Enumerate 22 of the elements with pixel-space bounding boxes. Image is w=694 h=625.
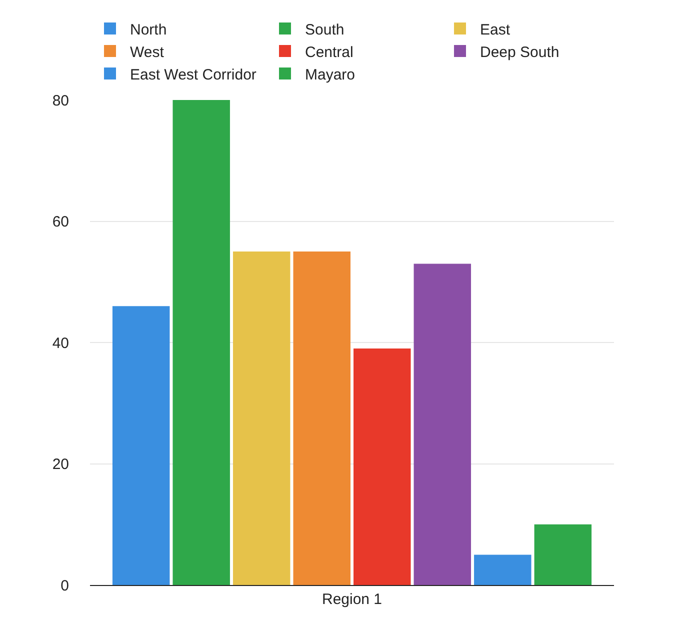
legend-label: South — [305, 21, 344, 38]
bar — [172, 100, 230, 585]
bar — [112, 306, 170, 585]
bar — [293, 252, 350, 585]
legend-label: West — [130, 44, 165, 61]
legend-label: North — [130, 21, 167, 38]
bar — [354, 348, 411, 585]
bar — [474, 554, 532, 585]
legend-label: East — [480, 21, 511, 38]
bar — [534, 524, 592, 585]
y-tick-label: 80 — [52, 92, 69, 110]
bar — [232, 252, 290, 585]
y-tick-label: 20 — [52, 456, 69, 473]
y-tick-label: 40 — [52, 334, 69, 352]
legend-label: Deep South — [480, 44, 560, 61]
bar — [414, 264, 472, 585]
legend-label: Mayaro — [305, 66, 356, 84]
y-tick-label: 60 — [52, 214, 69, 230]
x-tick-label: Region 1 — [322, 591, 382, 608]
y-tick-label: 0 — [60, 577, 69, 594]
legend-label: East West Corridor — [130, 66, 256, 84]
legend-label: Central — [305, 44, 354, 61]
